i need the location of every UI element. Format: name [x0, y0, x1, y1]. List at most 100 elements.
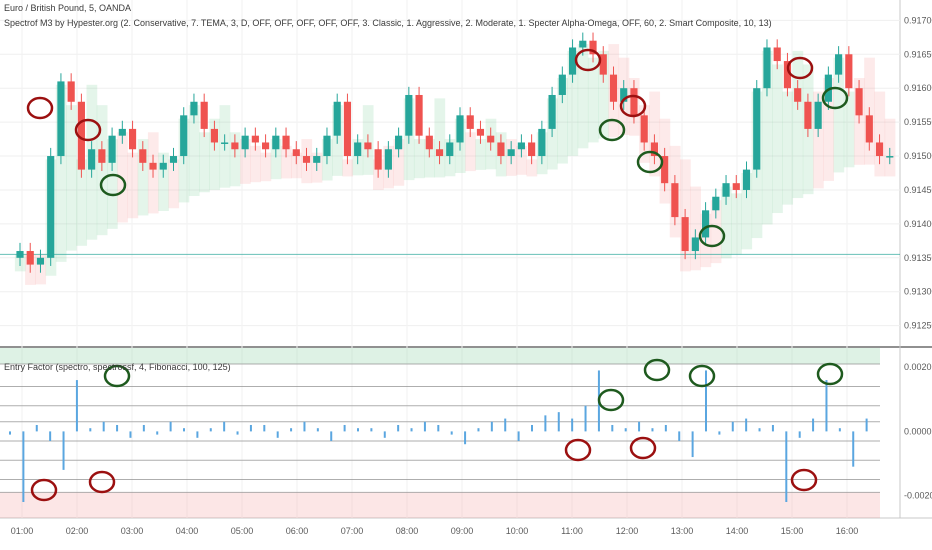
- candle-body: [333, 101, 341, 136]
- candle-body: [466, 115, 474, 129]
- candle-body: [661, 156, 669, 184]
- time-tick-label: 07:00: [341, 526, 364, 536]
- candle-body: [753, 88, 761, 170]
- candle-body: [456, 115, 464, 143]
- candle-body: [323, 135, 331, 157]
- annotation-circle: [821, 86, 849, 110]
- time-tick-label: 09:00: [451, 526, 474, 536]
- candle-body: [282, 135, 290, 150]
- candle-body: [446, 142, 454, 157]
- time-tick-label: 11:00: [561, 526, 583, 536]
- candle-body: [487, 135, 495, 143]
- support-band: [874, 91, 886, 177]
- annotation-circle: [790, 468, 818, 492]
- candle-body: [671, 183, 679, 218]
- candle-body: [159, 162, 167, 170]
- support-band: [209, 118, 221, 190]
- candle-body: [497, 142, 505, 157]
- candle-body: [395, 135, 403, 150]
- candle-body: [221, 142, 229, 144]
- support-band: [434, 98, 446, 178]
- annotation-circle: [636, 150, 664, 174]
- candle-body: [364, 142, 372, 150]
- annotation-circle: [574, 48, 602, 72]
- support-band: [587, 57, 599, 143]
- candle-body: [824, 74, 832, 102]
- candle-body: [568, 47, 577, 75]
- candle-body: [98, 149, 106, 163]
- annotation-circle: [688, 364, 716, 388]
- candle-body: [517, 142, 525, 150]
- candle-body: [405, 94, 413, 136]
- support-band: [393, 139, 405, 186]
- time-tick-label: 08:00: [396, 526, 419, 536]
- candle-body: [865, 115, 873, 143]
- support-band: [761, 50, 773, 225]
- support-band: [291, 152, 302, 179]
- annotation-circle: [26, 96, 54, 120]
- time-tick-label: 15:00: [781, 526, 804, 536]
- candle-body: [210, 128, 218, 143]
- support-band: [158, 152, 169, 211]
- candle-body: [794, 88, 802, 102]
- symbol-title: Euro / British Pound, 5, OANDA: [4, 3, 132, 13]
- candle-body: [886, 156, 894, 158]
- support-band: [475, 139, 487, 170]
- candle-body: [609, 74, 618, 102]
- annotation-circle: [564, 438, 592, 462]
- candle-body: [435, 149, 444, 157]
- support-band: [710, 200, 722, 264]
- candle-body: [272, 135, 280, 150]
- candle-body: [262, 142, 270, 150]
- support-band: [720, 186, 732, 259]
- candle-body: [875, 142, 884, 157]
- support-band: [884, 118, 896, 177]
- annotation-circle: [816, 362, 844, 386]
- candle-body: [190, 101, 198, 116]
- candle-body: [620, 88, 628, 102]
- time-tick-label: 03:00: [121, 526, 144, 536]
- support-band: [649, 91, 661, 177]
- candle-body: [640, 115, 648, 143]
- support-band: [731, 193, 742, 255]
- time-tick-label: 13:00: [671, 526, 694, 536]
- support-band: [843, 91, 855, 168]
- time-tick-label: 14:00: [726, 526, 749, 536]
- annotation-circle: [698, 224, 726, 248]
- candle-body: [579, 40, 587, 48]
- candle-body: [313, 156, 321, 163]
- support-band: [250, 145, 261, 183]
- annotation-circle: [597, 388, 625, 412]
- time-tick-label: 06:00: [286, 526, 309, 536]
- support-band: [413, 139, 425, 179]
- support-band: [424, 139, 435, 178]
- candle-body: [691, 237, 699, 252]
- support-band: [465, 132, 476, 172]
- annotation-circle: [88, 470, 116, 494]
- candle-body: [292, 149, 300, 157]
- candle-body: [814, 101, 822, 129]
- support-band: [690, 186, 701, 271]
- candle-body: [558, 74, 566, 95]
- support-band: [106, 139, 118, 229]
- time-tick-label: 02:00: [66, 526, 89, 536]
- support-band: [516, 145, 528, 175]
- time-tick-label: 12:00: [616, 526, 639, 536]
- candle-body: [241, 135, 249, 150]
- support-band: [823, 78, 834, 181]
- candle-body: [773, 47, 781, 62]
- candle-body: [476, 128, 485, 136]
- candle-body: [149, 162, 157, 170]
- time-tick-label: 10:00: [506, 526, 529, 536]
- candle-body: [630, 88, 638, 116]
- candle-body: [36, 257, 45, 265]
- candle-body: [538, 128, 546, 157]
- candle-body: [681, 217, 689, 252]
- candle-body: [354, 142, 362, 157]
